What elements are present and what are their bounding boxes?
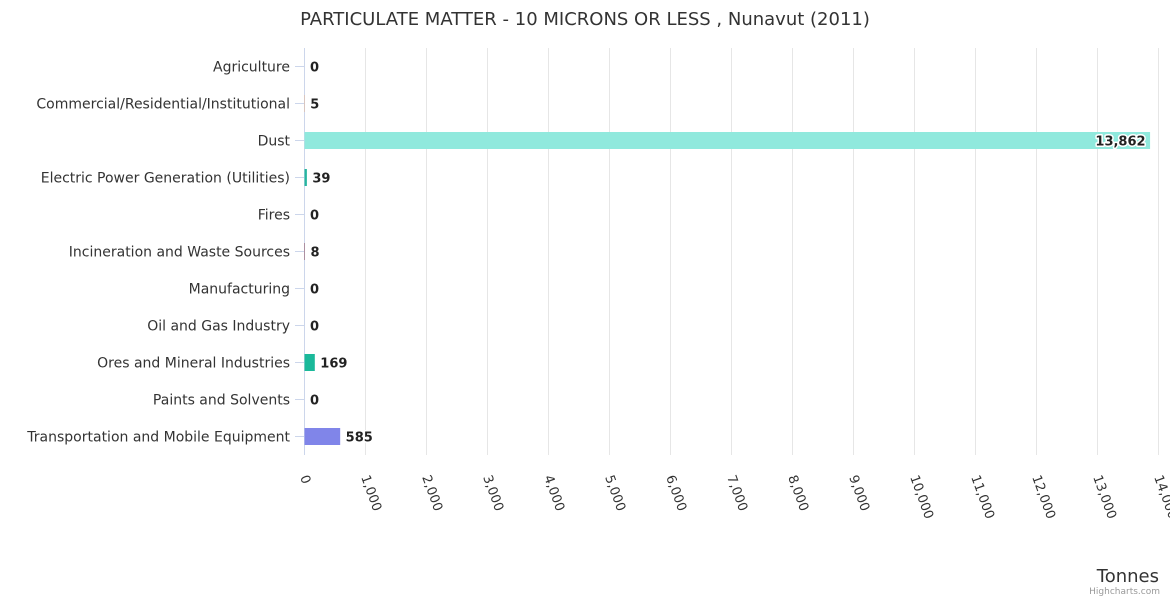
chart-title: PARTICULATE MATTER - 10 MICRONS OR LESS … <box>300 9 870 30</box>
value-tick-label: 11,000 <box>967 473 997 521</box>
category-label: Paints and Solvents <box>153 393 290 409</box>
value-axis-ticks: 0 1,000 2,000 3,000 4,000 5,000 6,000 7,000 8,00… <box>296 473 1170 521</box>
data-label: 13,862 <box>1095 135 1145 150</box>
value-tick-label: 12,000 <box>1028 473 1058 521</box>
category-label: Transportation and Mobile Equipment <box>26 430 290 446</box>
value-tick-label: 5,000 <box>601 473 628 513</box>
category-label: Incineration and Waste Sources <box>69 245 290 261</box>
data-label: 0 <box>310 394 319 409</box>
bar[interactable] <box>304 428 341 445</box>
value-axis-title: Tonnes <box>1096 566 1159 587</box>
category-label: Ores and Mineral Industries <box>97 356 290 372</box>
category-label: Manufacturing <box>189 282 290 298</box>
value-tick-label: 10,000 <box>906 473 936 521</box>
data-label: 5 <box>310 98 319 113</box>
bar-series <box>304 95 1151 445</box>
value-tick-label: 4,000 <box>540 473 567 513</box>
bar[interactable] <box>304 354 315 371</box>
value-tick-label: 3,000 <box>479 473 506 513</box>
gridlines <box>304 48 1159 455</box>
value-tick-label: 0 <box>296 473 313 486</box>
category-axis: Agriculture Commercial/Residential/Instit… <box>26 48 305 455</box>
category-label: Dust <box>258 134 291 150</box>
data-label: 39 <box>312 172 330 187</box>
data-label: 0 <box>310 209 319 224</box>
data-labels: 0 5 13,862 39 0 8 0 0 169 0 585 <box>309 59 1148 447</box>
category-label: Fires <box>258 208 290 224</box>
credits-link[interactable]: Highcharts.com <box>1089 587 1160 597</box>
data-label: 585 <box>346 431 373 446</box>
data-label: 8 <box>310 246 319 261</box>
category-label: Agriculture <box>213 60 290 76</box>
value-tick-label: 8,000 <box>784 473 811 513</box>
value-tick-label: 6,000 <box>662 473 689 513</box>
data-label: 0 <box>310 283 319 298</box>
category-label: Oil and Gas Industry <box>147 319 290 335</box>
value-tick-label: 2,000 <box>418 473 445 513</box>
category-label: Electric Power Generation (Utilities) <box>41 171 290 187</box>
category-label: Commercial/Residential/Institutional <box>36 97 290 113</box>
data-label: 0 <box>310 320 319 335</box>
value-tick-label: 14,000 <box>1150 473 1170 521</box>
bar[interactable] <box>304 132 1151 149</box>
bar[interactable] <box>304 169 307 186</box>
value-tick-label: 13,000 <box>1089 473 1119 521</box>
value-tick-label: 7,000 <box>723 473 750 513</box>
value-tick-label: 9,000 <box>845 473 872 513</box>
data-label: 0 <box>310 61 319 76</box>
data-label: 169 <box>320 357 347 372</box>
value-tick-label: 1,000 <box>357 473 384 513</box>
